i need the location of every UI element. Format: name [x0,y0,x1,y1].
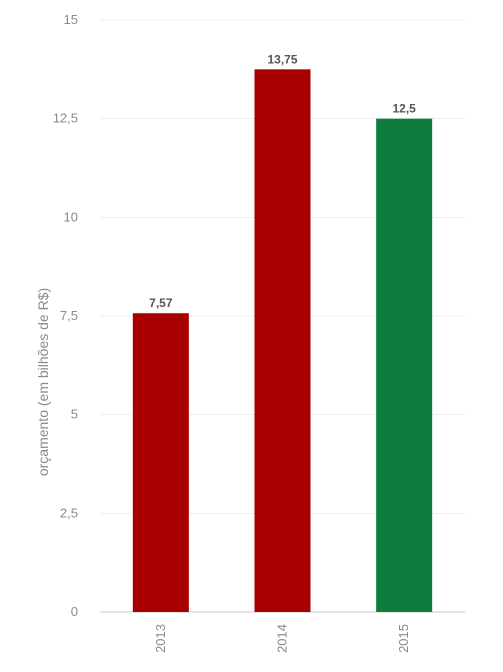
x-tick-label: 2014 [275,624,290,653]
bar-2013 [132,313,189,612]
bar-2015 [376,118,433,613]
y-tick-label: 2,5 [60,505,78,520]
data-label-2013: 7,57 [149,296,173,310]
data-labels: 7,57 13,75 12,5 [149,52,416,310]
y-tick-label: 10 [64,209,78,224]
x-tick-label: 2015 [396,624,411,653]
y-axis-ticks: 0 2,5 5 7,5 10 12,5 15 [53,12,78,619]
y-tick-label: 15 [64,12,78,27]
data-label-2014: 13,75 [267,52,297,66]
y-tick-label: 12,5 [53,111,78,126]
bar-2014 [254,69,311,613]
bars [132,69,433,613]
x-tick-label: 2013 [153,624,168,653]
y-tick-label: 0 [71,604,78,619]
data-label-2015: 12,5 [392,102,416,116]
y-tick-label: 7,5 [60,308,78,323]
y-tick-label: 5 [71,407,78,422]
y-axis-title: orçamento (em bilhões de R$) [35,288,51,476]
x-axis-ticks: 2013 2014 2015 [153,624,411,653]
